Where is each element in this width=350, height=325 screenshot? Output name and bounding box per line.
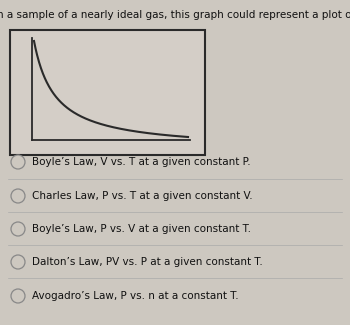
- Circle shape: [11, 155, 25, 169]
- Text: Dalton’s Law, PV vs. P at a given constant T.: Dalton’s Law, PV vs. P at a given consta…: [32, 257, 263, 267]
- Text: Boyle’s Law, V vs. T at a given constant P.: Boyle’s Law, V vs. T at a given constant…: [32, 157, 251, 167]
- Text: Avogadro’s Law, P vs. n at a constant T.: Avogadro’s Law, P vs. n at a constant T.: [32, 291, 239, 301]
- Circle shape: [11, 222, 25, 236]
- Text: In a sample of a nearly ideal gas, this graph could represent a plot of: In a sample of a nearly ideal gas, this …: [0, 10, 350, 20]
- Circle shape: [11, 289, 25, 303]
- Bar: [10, 30, 205, 155]
- Circle shape: [11, 255, 25, 269]
- Text: Boyle’s Law, P vs. V at a given constant T.: Boyle’s Law, P vs. V at a given constant…: [32, 224, 251, 234]
- Text: Charles Law, P vs. T at a given constant V.: Charles Law, P vs. T at a given constant…: [32, 191, 253, 201]
- Circle shape: [11, 189, 25, 203]
